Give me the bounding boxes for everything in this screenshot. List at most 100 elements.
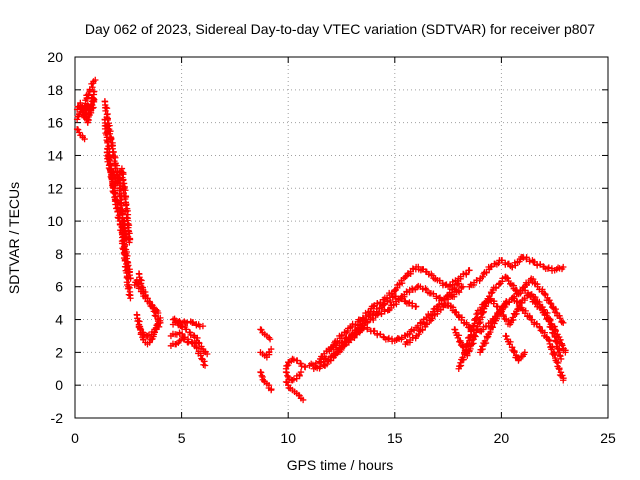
data-point-fill <box>554 339 561 347</box>
data-point-fill <box>473 310 480 318</box>
y-tick-label: 0 <box>55 377 63 393</box>
data-point-fill <box>557 352 564 360</box>
data-point-fill <box>114 208 121 216</box>
data-point-fill <box>431 311 438 318</box>
data-point <box>560 319 567 327</box>
data-point-fill <box>284 372 291 379</box>
data-point <box>114 201 121 208</box>
data-point-fill <box>317 363 324 370</box>
data-point-fill <box>106 167 114 174</box>
data-point-fill <box>406 299 413 306</box>
y-tick-label: 2 <box>55 344 63 360</box>
data-point-fill <box>360 324 367 332</box>
data-point-fill <box>552 305 559 313</box>
data-point <box>92 76 99 84</box>
data-point-fill <box>408 285 416 292</box>
data-point <box>201 362 209 369</box>
data-point-fill <box>113 162 121 169</box>
y-tick-label: 16 <box>47 115 63 131</box>
x-tick-label: 10 <box>280 430 296 446</box>
grid-layer <box>75 57 608 418</box>
data-point <box>289 355 296 363</box>
data-point <box>127 295 134 302</box>
tick-layer: 0 5 10 15 20 25 -2 0 2 4 6 8 10 12 14 16 18 20 <box>47 49 616 446</box>
data-point-fill <box>258 372 265 379</box>
data-point <box>459 283 467 290</box>
x-axis-label: GPS time / hours <box>287 457 394 473</box>
data-point <box>154 309 162 317</box>
data-point-fill <box>385 334 393 342</box>
y-tick-label: 4 <box>55 312 63 328</box>
data-point <box>176 337 183 345</box>
data-points <box>73 76 569 404</box>
y-tick-label: 8 <box>55 246 63 262</box>
plot-frame <box>74 56 609 419</box>
data-point <box>157 319 164 327</box>
data-point-fill <box>378 310 385 317</box>
chart-title: Day 062 of 2023, Sidereal Day-to-day VTE… <box>85 21 595 37</box>
data-point-fill <box>545 264 553 271</box>
data-point-fill <box>145 331 153 339</box>
data-point <box>267 386 275 394</box>
data-point-fill <box>492 284 500 291</box>
data-point <box>266 336 274 343</box>
data-point <box>267 345 275 353</box>
series-trace-j <box>131 276 162 323</box>
data-point-fill <box>398 279 406 287</box>
data-point <box>189 319 196 327</box>
series-trace-ag <box>502 332 529 364</box>
data-point <box>289 377 296 384</box>
data-point-fill <box>155 323 163 330</box>
data-point-fill <box>464 341 472 348</box>
series-trace-g <box>110 165 134 246</box>
x-tick-label: 0 <box>71 430 79 446</box>
data-point <box>302 363 309 371</box>
series-trace-t <box>257 368 275 394</box>
data-point-fill <box>108 176 116 183</box>
series-trace-p <box>169 315 207 330</box>
data-point-fill <box>395 296 402 304</box>
data-point-fill <box>396 281 403 288</box>
data-point-fill <box>283 362 291 370</box>
data-point <box>299 396 307 404</box>
data-point-fill <box>290 356 298 363</box>
series-trace-m <box>135 319 164 340</box>
series-trace-y <box>310 282 467 372</box>
data-point-fill <box>503 298 510 305</box>
data-point-fill <box>481 300 489 307</box>
data-point-fill <box>446 282 454 289</box>
data-point <box>127 275 134 282</box>
series-trace-aa <box>327 293 420 353</box>
data-point-fill <box>546 340 553 348</box>
data-point-fill <box>422 285 429 292</box>
data-point-fill <box>449 278 456 286</box>
series-trace-af <box>476 294 567 384</box>
data-point-fill <box>323 360 331 368</box>
series-trace-r <box>257 326 274 343</box>
data-point-fill <box>151 312 159 319</box>
data-point-fill <box>121 243 128 250</box>
data-point <box>466 267 473 274</box>
series-trace-v <box>282 378 307 404</box>
series-trace-u <box>282 355 309 372</box>
y-tick-label: 6 <box>55 279 63 295</box>
data-point-fill <box>548 346 555 353</box>
data-point-fill <box>479 273 486 281</box>
data-point-fill <box>120 170 127 178</box>
data-point <box>152 306 160 313</box>
x-tick-label: 20 <box>494 430 510 446</box>
data-point-fill <box>104 139 111 147</box>
data-point-fill <box>74 126 82 133</box>
series-trace-c <box>73 126 88 143</box>
data-point-fill <box>533 262 541 269</box>
data-point-fill <box>398 295 405 303</box>
y-tick-label: 14 <box>47 147 63 163</box>
y-tick-label: 12 <box>47 180 63 196</box>
data-point-fill <box>122 202 130 209</box>
series-trace-h <box>103 148 122 208</box>
data-point <box>553 359 561 366</box>
data-point-fill <box>390 301 397 309</box>
data-point-fill <box>200 361 207 368</box>
data-point <box>178 322 185 330</box>
data-point-fill <box>556 346 563 353</box>
